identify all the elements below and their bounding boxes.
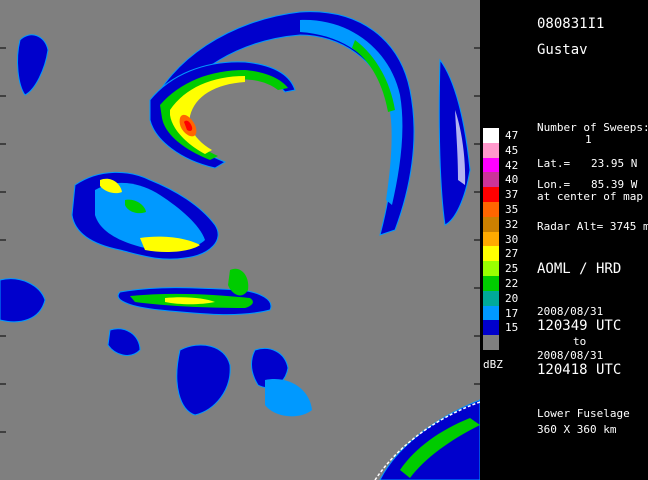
legend-label: 40 [505, 173, 519, 187]
legend-label: 37 [505, 188, 519, 202]
radar-name: Lower Fuselage [537, 407, 630, 420]
radar-altitude: Radar Alt= 3745 m [537, 220, 648, 233]
legend-label: 35 [505, 203, 519, 216]
south-cell-cluster-core [265, 379, 312, 417]
coastline [374, 401, 480, 480]
southeast-rainband-core [400, 418, 480, 478]
lon-value: 85.39 W [591, 178, 638, 191]
end-date: 2008/08/31 [537, 349, 604, 362]
legend-label: 22 [505, 277, 519, 290]
lon-label: Lon.= [537, 178, 571, 191]
sweeps-value: 1 [585, 133, 592, 146]
western-rain-cluster-core [95, 182, 205, 250]
west-edge-echo [0, 278, 46, 323]
western-cell-c [125, 199, 146, 214]
legend-swatch [483, 231, 499, 247]
legend-swatch [483, 246, 499, 262]
legend-label: 42 [505, 158, 519, 172]
legend-swatch [483, 290, 499, 306]
start-time: 120349 UTC [537, 318, 622, 334]
spiral-peak-echo [184, 120, 193, 131]
legend-swatch [483, 320, 499, 336]
flight-id: 080831I1 [537, 16, 605, 32]
legend-label: 15 [505, 321, 519, 335]
east-edge-echo [438, 58, 471, 226]
legend-label: 32 [505, 217, 519, 231]
southwest-small-cell [107, 328, 141, 356]
southwest-cell-cluster [176, 344, 231, 416]
legend-swatch [483, 335, 499, 351]
legend-label: 45 [505, 143, 519, 157]
legend-swatch [483, 202, 499, 217]
center-note: at center of map [537, 190, 643, 203]
legend-label: 20 [505, 291, 519, 305]
end-time: 120418 UTC [537, 362, 622, 378]
western-cell-a [100, 178, 122, 194]
outer-rainband [149, 11, 415, 236]
sweeps-label: Number of Sweeps: [537, 121, 648, 134]
start-date: 2008/08/31 [537, 305, 604, 318]
outer-rainband-peak [352, 40, 395, 112]
legend-swatch [483, 172, 499, 188]
western-cell-b [140, 236, 200, 253]
legend-swatch [483, 276, 499, 291]
radar-reflectivity-map [0, 0, 480, 480]
legend-swatch [483, 157, 499, 173]
lat-value: 23.95 N [591, 157, 638, 170]
info-panel [480, 0, 648, 480]
legend-swatch [483, 128, 499, 143]
northwest-echo [17, 34, 49, 96]
legend-label: 27 [505, 247, 519, 261]
legend-swatch [483, 142, 499, 158]
legend-swatch [483, 261, 499, 277]
legend-swatch [483, 216, 499, 232]
storm-name: Gustav [537, 42, 588, 58]
legend-label: 47 [505, 129, 519, 142]
southern-cell [228, 268, 249, 296]
legend-swatch [483, 305, 499, 321]
lat-label: Lat.= [537, 157, 571, 170]
legend-swatch [483, 187, 499, 203]
radar-echo-layer [0, 11, 480, 480]
southern-rain-line-peak [165, 297, 215, 305]
legend-unit: dBZ [483, 358, 503, 371]
agency: AOML / HRD [537, 261, 622, 277]
east-edge-echo-peak [455, 110, 466, 185]
legend-label: 30 [505, 232, 519, 246]
to-label: to [573, 335, 587, 348]
legend-label: 25 [505, 262, 519, 276]
legend-label: 17 [505, 306, 519, 320]
map-extent: 360 X 360 km [537, 423, 617, 436]
